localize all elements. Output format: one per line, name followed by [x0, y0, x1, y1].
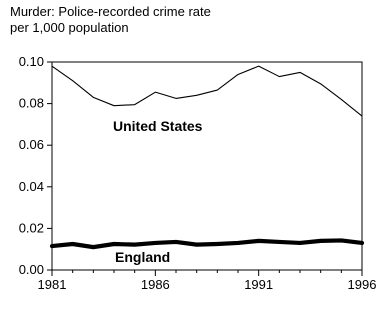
- plot-frame: [51, 61, 363, 271]
- series-layer: [49, 65, 365, 250]
- series-line-united-states: [51, 65, 363, 117]
- series-label-united-states: United States: [113, 118, 203, 134]
- y-tick-label: 0.08: [19, 96, 44, 111]
- x-tick-label: 1996: [348, 277, 377, 292]
- x-tick-label: 1991: [244, 277, 273, 292]
- x-tick-label: 1981: [38, 277, 67, 292]
- y-tick-label: 0.00: [19, 262, 44, 277]
- series-label-england: England: [115, 249, 170, 265]
- chart-subtitle: per 1,000 population: [10, 20, 129, 35]
- axes: 0.00 0.02 0.04 0.06 0.08 0.10 1981 1986 1991 1996: [19, 54, 377, 292]
- y-tick-label: 0.04: [19, 179, 44, 194]
- y-tick-label: 0.02: [19, 220, 44, 235]
- chart-title: Murder: Police-recorded crime rate: [10, 4, 211, 19]
- y-tick-label: 0.10: [19, 54, 44, 69]
- x-tick-label: 1986: [141, 277, 170, 292]
- y-tick-label: 0.06: [19, 137, 44, 152]
- labels-layer: United States England: [113, 118, 203, 265]
- series-line-england: [49, 238, 365, 250]
